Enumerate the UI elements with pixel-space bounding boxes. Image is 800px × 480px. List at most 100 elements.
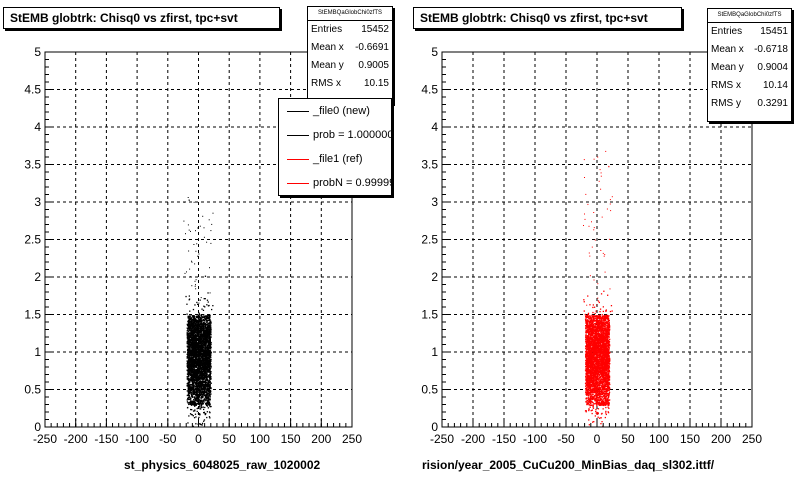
scatter-point [206, 333, 208, 335]
scatter-point [193, 398, 195, 401]
scatter-point [205, 386, 207, 388]
scatter-point [197, 403, 200, 405]
scatter-point [209, 373, 211, 375]
scatter-point [210, 365, 212, 367]
scatter-point [204, 387, 207, 390]
scatter-point [194, 389, 196, 391]
scatter-point [195, 350, 198, 352]
scatter-point [186, 394, 188, 397]
scatter-point [608, 407, 610, 409]
scatter-point [205, 375, 207, 377]
scatter-point [200, 344, 202, 346]
scatter-point [190, 369, 192, 371]
scatter-point [198, 322, 200, 324]
scatter-point [194, 396, 196, 398]
scatter-point [186, 407, 189, 409]
scatter-point [600, 342, 602, 344]
scatter-point [190, 338, 193, 341]
scatter-point [188, 380, 190, 382]
scatter-point [189, 356, 191, 358]
scatter-point [202, 215, 204, 217]
scatter-point [594, 338, 596, 340]
scatter-point [201, 406, 203, 409]
scatter-point [188, 250, 190, 252]
scatter-point [191, 395, 194, 398]
scatter-point [191, 377, 193, 379]
scatter-point [208, 369, 211, 371]
scatter-point [597, 416, 599, 418]
scatter-point [198, 362, 201, 365]
scatter-point [203, 401, 205, 403]
scatter-point [593, 318, 596, 320]
scatter-point [197, 346, 199, 348]
scatter-point [201, 422, 204, 424]
scatter-point [191, 388, 193, 391]
scatter-point [193, 332, 195, 335]
scatter-point [192, 403, 194, 405]
scatter-point [187, 375, 190, 378]
scatter-point [202, 335, 204, 337]
scatter-point [189, 359, 191, 361]
scatter-point [206, 387, 209, 389]
scatter-point [189, 325, 192, 327]
scatter-point [595, 316, 597, 318]
scatter-point [196, 360, 199, 362]
scatter-point [585, 359, 587, 361]
scatter-point [195, 393, 198, 396]
scatter-point [193, 417, 196, 419]
scatter-point [194, 280, 196, 282]
scatter-point [199, 316, 201, 318]
scatter-point [192, 334, 194, 336]
scatter-point [190, 384, 192, 386]
scatter-point [193, 360, 195, 362]
scatter-point [209, 371, 211, 373]
scatter-point [189, 339, 192, 342]
scatter-point [197, 373, 199, 375]
scatter-point [601, 353, 603, 355]
scatter-point [204, 383, 207, 386]
scatter-point [209, 292, 211, 294]
scatter-point [587, 392, 590, 395]
scatter-point [606, 394, 608, 396]
scatter-point [190, 321, 193, 323]
scatter-point [197, 348, 200, 350]
scatter-point [200, 327, 203, 329]
scatter-point [206, 400, 209, 402]
scatter-point [192, 342, 195, 344]
scatter-point [195, 403, 197, 405]
scatter-point [206, 416, 208, 419]
scatter-point [190, 230, 191, 232]
scatter-point [185, 233, 186, 235]
scatter-point [198, 312, 200, 314]
scatter-point [189, 378, 191, 381]
scatter-point [193, 351, 195, 353]
scatter-point [190, 367, 192, 369]
scatter-point [601, 395, 603, 398]
scatter-point [192, 385, 194, 388]
scatter-point [205, 391, 207, 394]
scatter-point [197, 335, 200, 338]
scatter-point [196, 376, 198, 378]
scatter-point [203, 351, 206, 354]
scatter-point [206, 399, 208, 401]
scatter-point [207, 333, 209, 335]
scatter-point [199, 365, 202, 368]
scatter-point [196, 243, 198, 245]
scatter-point [186, 357, 188, 359]
scatter-point [207, 319, 210, 322]
scatter-point [187, 347, 189, 349]
scatter-point [186, 349, 189, 352]
scatter-point [210, 329, 212, 331]
scatter-point [201, 340, 203, 343]
scatter-point [193, 378, 196, 381]
scatter-point [192, 372, 194, 374]
scatter-point [589, 350, 591, 352]
scatter-point [197, 371, 199, 373]
scatter-point [583, 299, 585, 301]
scatter-point [190, 363, 192, 365]
scatter-point [194, 413, 197, 415]
scatter-point [188, 367, 191, 370]
scatter-point [198, 404, 201, 406]
scatter-point [195, 279, 197, 281]
scatter-point [194, 397, 196, 400]
